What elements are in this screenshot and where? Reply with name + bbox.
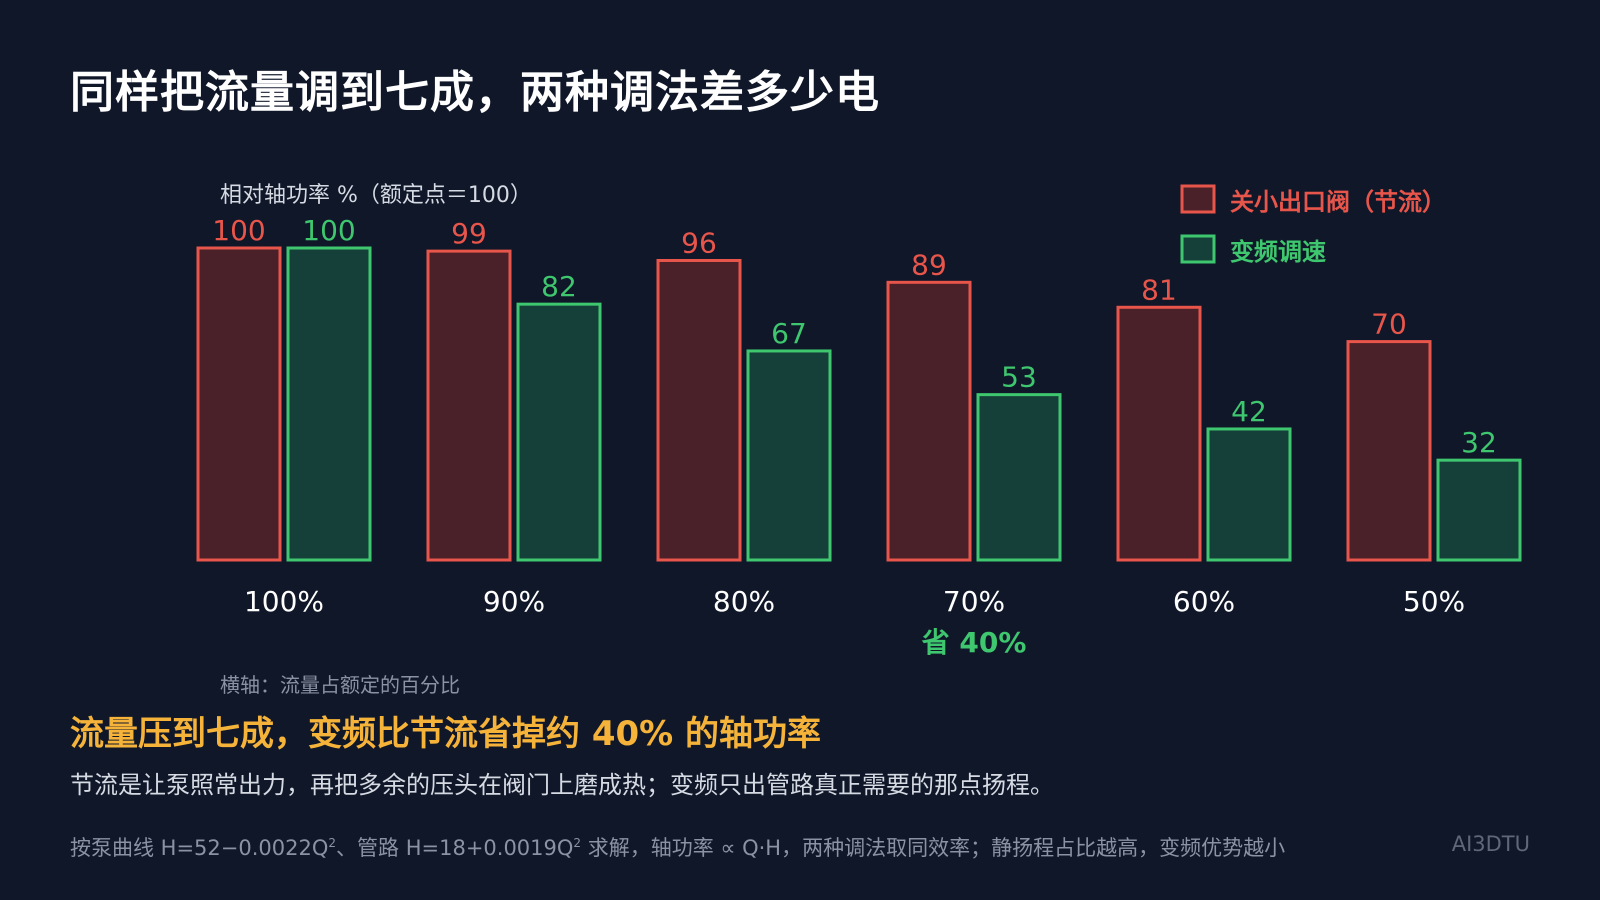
legend: 关小出口阀（节流） 变频调速 bbox=[1180, 184, 1446, 266]
data-label-vfd-4: 42 bbox=[1231, 395, 1267, 428]
legend-swatch-1 bbox=[1180, 234, 1216, 264]
bar-vfd-5 bbox=[1436, 458, 1522, 562]
bar-throttle-3 bbox=[886, 280, 972, 562]
x-tick-label-0: 100% bbox=[244, 585, 324, 618]
headline: 流量压到七成，变频比节流省掉约 40% 的轴功率 bbox=[70, 714, 822, 754]
data-label-vfd-3: 53 bbox=[1001, 361, 1037, 394]
x-tick-label-4: 60% bbox=[1173, 585, 1235, 618]
x-tick-label-3: 70% bbox=[943, 585, 1005, 618]
bar-vfd-4 bbox=[1206, 427, 1292, 562]
bar-throttle-0 bbox=[196, 246, 282, 562]
bar-vfd-3 bbox=[976, 393, 1062, 562]
data-label-vfd-5: 32 bbox=[1461, 426, 1497, 459]
footnote-part3: 求解，轴功率 ∝ Q·H，两种调法取同效率；静扬程占比越高，变频优势越小 bbox=[581, 836, 1286, 860]
data-label-throttle-5: 70 bbox=[1371, 308, 1407, 341]
data-label-vfd-1: 82 bbox=[541, 270, 577, 303]
bar-vfd-2 bbox=[746, 349, 832, 562]
data-label-throttle-1: 99 bbox=[451, 217, 487, 250]
bar-throttle-5 bbox=[1346, 340, 1432, 562]
footnote-sup1: 2 bbox=[328, 836, 337, 850]
data-label-throttle-2: 96 bbox=[681, 226, 717, 259]
data-label-vfd-2: 67 bbox=[771, 317, 807, 350]
bar-vfd-1 bbox=[516, 302, 602, 562]
x-axis-label: 横轴：流量占额定的百分比 bbox=[220, 673, 460, 697]
x-tick-label-5: 50% bbox=[1403, 585, 1465, 618]
page-title: 同样把流量调到七成，两种调法差多少电 bbox=[70, 67, 880, 118]
footnote-part1: 按泵曲线 H=52−0.0022Q bbox=[70, 836, 329, 860]
savings-annotation: 省 40% bbox=[922, 626, 1027, 659]
bar-chart: 相对轴功率 %（额定点＝100） 横轴：流量占额定的百分比 100 100 100%… bbox=[196, 183, 1522, 697]
bar-throttle-1 bbox=[426, 249, 512, 562]
footnote-part2: 、管路 H=18+0.0019Q bbox=[336, 836, 574, 860]
x-tick-label-2: 80% bbox=[713, 585, 775, 618]
bar-vfd-0 bbox=[286, 246, 372, 562]
data-label-vfd-0: 100 bbox=[302, 214, 355, 247]
footnote: 按泵曲线 H=52−0.0022Q2、管路 H=18+0.0019Q2 求解，轴… bbox=[70, 832, 1285, 862]
data-label-throttle-4: 81 bbox=[1141, 273, 1177, 306]
x-tick-label-1: 90% bbox=[483, 585, 545, 618]
legend-label-0: 关小出口阀（节流） bbox=[1230, 188, 1446, 216]
legend-label-1: 变频调速 bbox=[1230, 238, 1326, 266]
legend-swatch-0 bbox=[1180, 184, 1216, 214]
brand-watermark: AI3DTU bbox=[1451, 832, 1530, 856]
footnote-sup2: 2 bbox=[573, 836, 582, 850]
data-label-throttle-3: 89 bbox=[911, 248, 947, 281]
bar-throttle-4 bbox=[1116, 305, 1202, 562]
y-axis-label: 相对轴功率 %（额定点＝100） bbox=[220, 183, 532, 208]
bars-group: 100 100 100% 99 82 90% 96 67 80% 89 53 70% 省 40% 81 42… bbox=[196, 214, 1522, 659]
body-text: 节流是让泵照常出力，再把多余的压头在阀门上磨成热；变频只出管路真正需要的那点扬程… bbox=[70, 771, 1054, 799]
bar-throttle-2 bbox=[656, 258, 742, 562]
data-label-throttle-0: 100 bbox=[212, 214, 265, 247]
